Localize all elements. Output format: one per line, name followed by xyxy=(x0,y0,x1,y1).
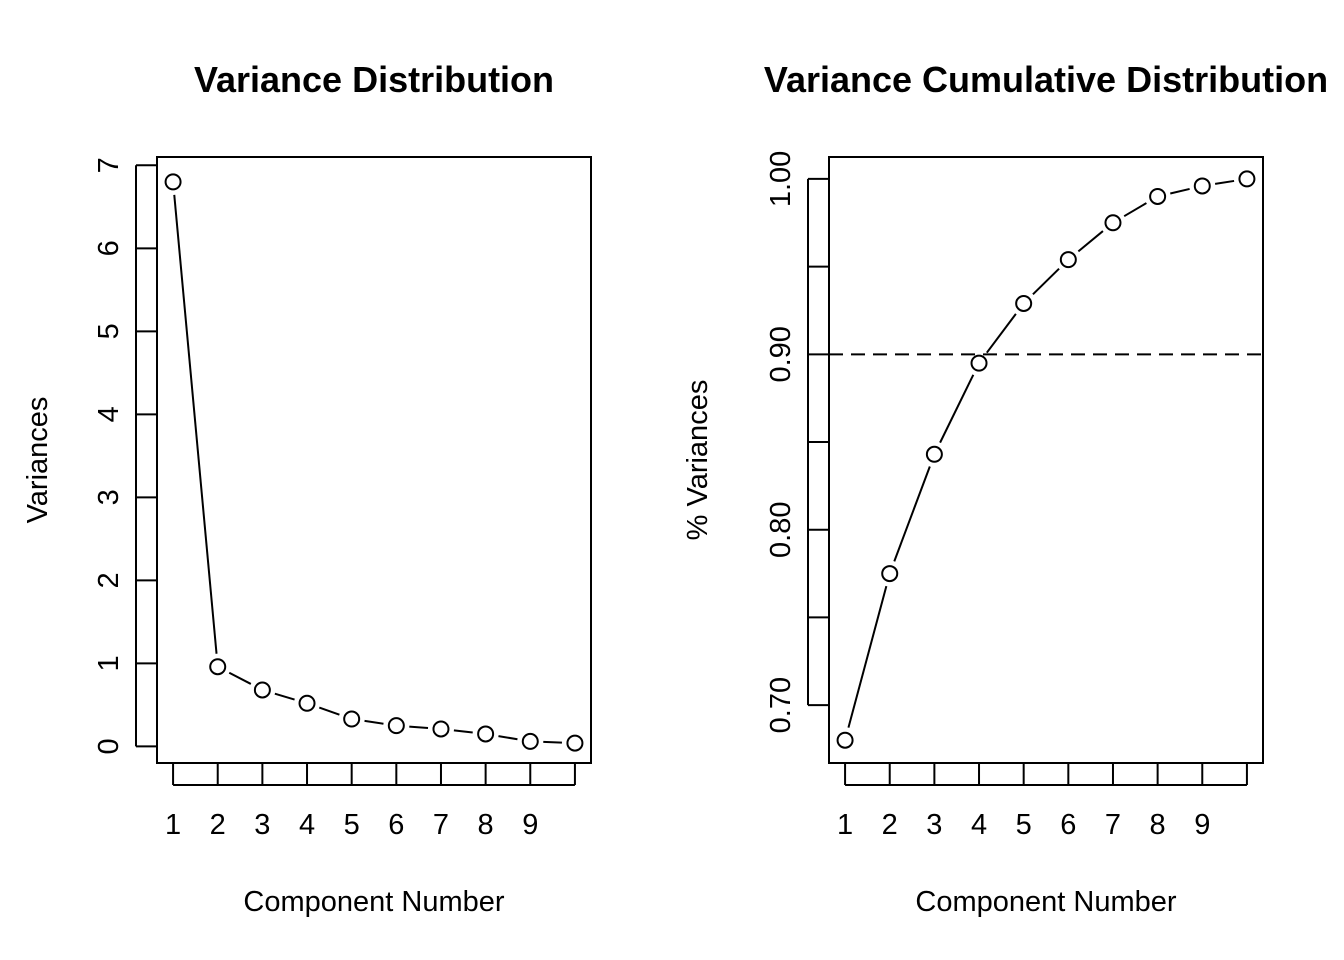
x-tick-label: 5 xyxy=(344,809,360,841)
x-tick-label: 7 xyxy=(433,809,449,841)
data-point xyxy=(209,658,227,676)
x-tick-label: 8 xyxy=(478,809,494,841)
data-point xyxy=(343,710,361,728)
series-line-segment xyxy=(318,706,340,716)
data-point xyxy=(970,354,988,372)
series-line-segment xyxy=(847,585,888,728)
x-tick-label: 3 xyxy=(926,809,942,841)
x-tick-label: 6 xyxy=(1060,809,1076,841)
panel-variance-distribution: Variance Distribution Component Number V… xyxy=(22,59,592,918)
y-tick-label: 1 xyxy=(93,655,125,671)
data-point xyxy=(1149,187,1167,205)
x-tick-label: 7 xyxy=(1105,809,1121,841)
y-tick-label: 0 xyxy=(93,738,125,754)
plot-marks xyxy=(164,173,584,752)
data-point xyxy=(253,681,271,699)
x-tick-label: 4 xyxy=(299,809,315,841)
series-line-segment xyxy=(1170,187,1190,195)
series-line-segment xyxy=(1214,179,1235,185)
y-tick-label: 0.70 xyxy=(765,677,797,733)
x-tick-label: 3 xyxy=(254,809,270,841)
data-point xyxy=(1104,214,1122,232)
x-tick-label: 6 xyxy=(388,809,404,841)
data-point xyxy=(836,731,854,749)
x-tick-label: 4 xyxy=(971,809,987,841)
series-line-segment xyxy=(543,740,562,744)
series-line-segment xyxy=(228,671,252,685)
x-tick-label: 5 xyxy=(1016,809,1032,841)
panel-cumulative-distribution: Variance Cumulative Distribution Compone… xyxy=(682,59,1328,918)
y-tick-label: 5 xyxy=(93,323,125,339)
y-axis-label: % Variances xyxy=(682,380,714,541)
data-point xyxy=(477,725,495,743)
plot-frame xyxy=(828,156,1264,764)
series-line-segment xyxy=(1077,230,1104,253)
series-line-segment xyxy=(173,194,218,654)
x-tick-label: 2 xyxy=(210,809,226,841)
series-line-segment xyxy=(453,729,473,734)
y-tick-label: 1.00 xyxy=(765,151,797,207)
data-point xyxy=(432,720,450,738)
axes: 1 2 3 4 5 6 7 8 9 0.70 0.80 0.90 1.00 xyxy=(765,151,1248,841)
x-tick-label: 9 xyxy=(1194,809,1210,841)
series-line-segment xyxy=(939,374,975,444)
y-tick-label: 4 xyxy=(93,406,125,422)
data-point xyxy=(387,717,405,735)
data-point xyxy=(1059,251,1077,269)
y-tick-label: 0.80 xyxy=(765,501,797,557)
y-axis-label: Variances xyxy=(22,397,54,524)
data-point xyxy=(1238,170,1256,188)
data-point xyxy=(1193,177,1211,195)
plot-frame xyxy=(156,156,592,764)
chart-title: Variance Cumulative Distribution xyxy=(764,59,1328,100)
y-tick-label: 0.90 xyxy=(765,326,797,382)
series-line-segment xyxy=(1123,202,1147,218)
x-tick-label: 9 xyxy=(522,809,538,841)
data-point xyxy=(566,734,584,752)
y-tick-label: 3 xyxy=(93,489,125,505)
x-axis-label: Component Number xyxy=(243,886,504,918)
series-line-segment xyxy=(1032,268,1060,296)
chart-title: Variance Distribution xyxy=(194,59,554,100)
data-point xyxy=(881,565,899,583)
series-line-segment xyxy=(274,692,295,701)
series-line-segment xyxy=(409,725,429,729)
data-point xyxy=(925,445,943,463)
data-point xyxy=(1015,294,1033,312)
x-tick-label: 1 xyxy=(165,809,181,841)
data-point xyxy=(164,173,182,191)
series-line-segment xyxy=(364,719,384,725)
y-tick-label: 7 xyxy=(93,157,125,173)
series-line-segment xyxy=(893,466,931,562)
x-tick-label: 2 xyxy=(882,809,898,841)
series-line-segment xyxy=(498,735,518,741)
data-point xyxy=(298,694,316,712)
x-axis-label: Component Number xyxy=(915,886,1176,918)
y-tick-label: 6 xyxy=(93,240,125,256)
plot-marks xyxy=(829,170,1263,749)
y-tick-label: 2 xyxy=(93,572,125,588)
x-tick-label: 8 xyxy=(1150,809,1166,841)
x-tick-label: 1 xyxy=(837,809,853,841)
data-point xyxy=(521,732,539,750)
series-line-segment xyxy=(986,313,1017,354)
